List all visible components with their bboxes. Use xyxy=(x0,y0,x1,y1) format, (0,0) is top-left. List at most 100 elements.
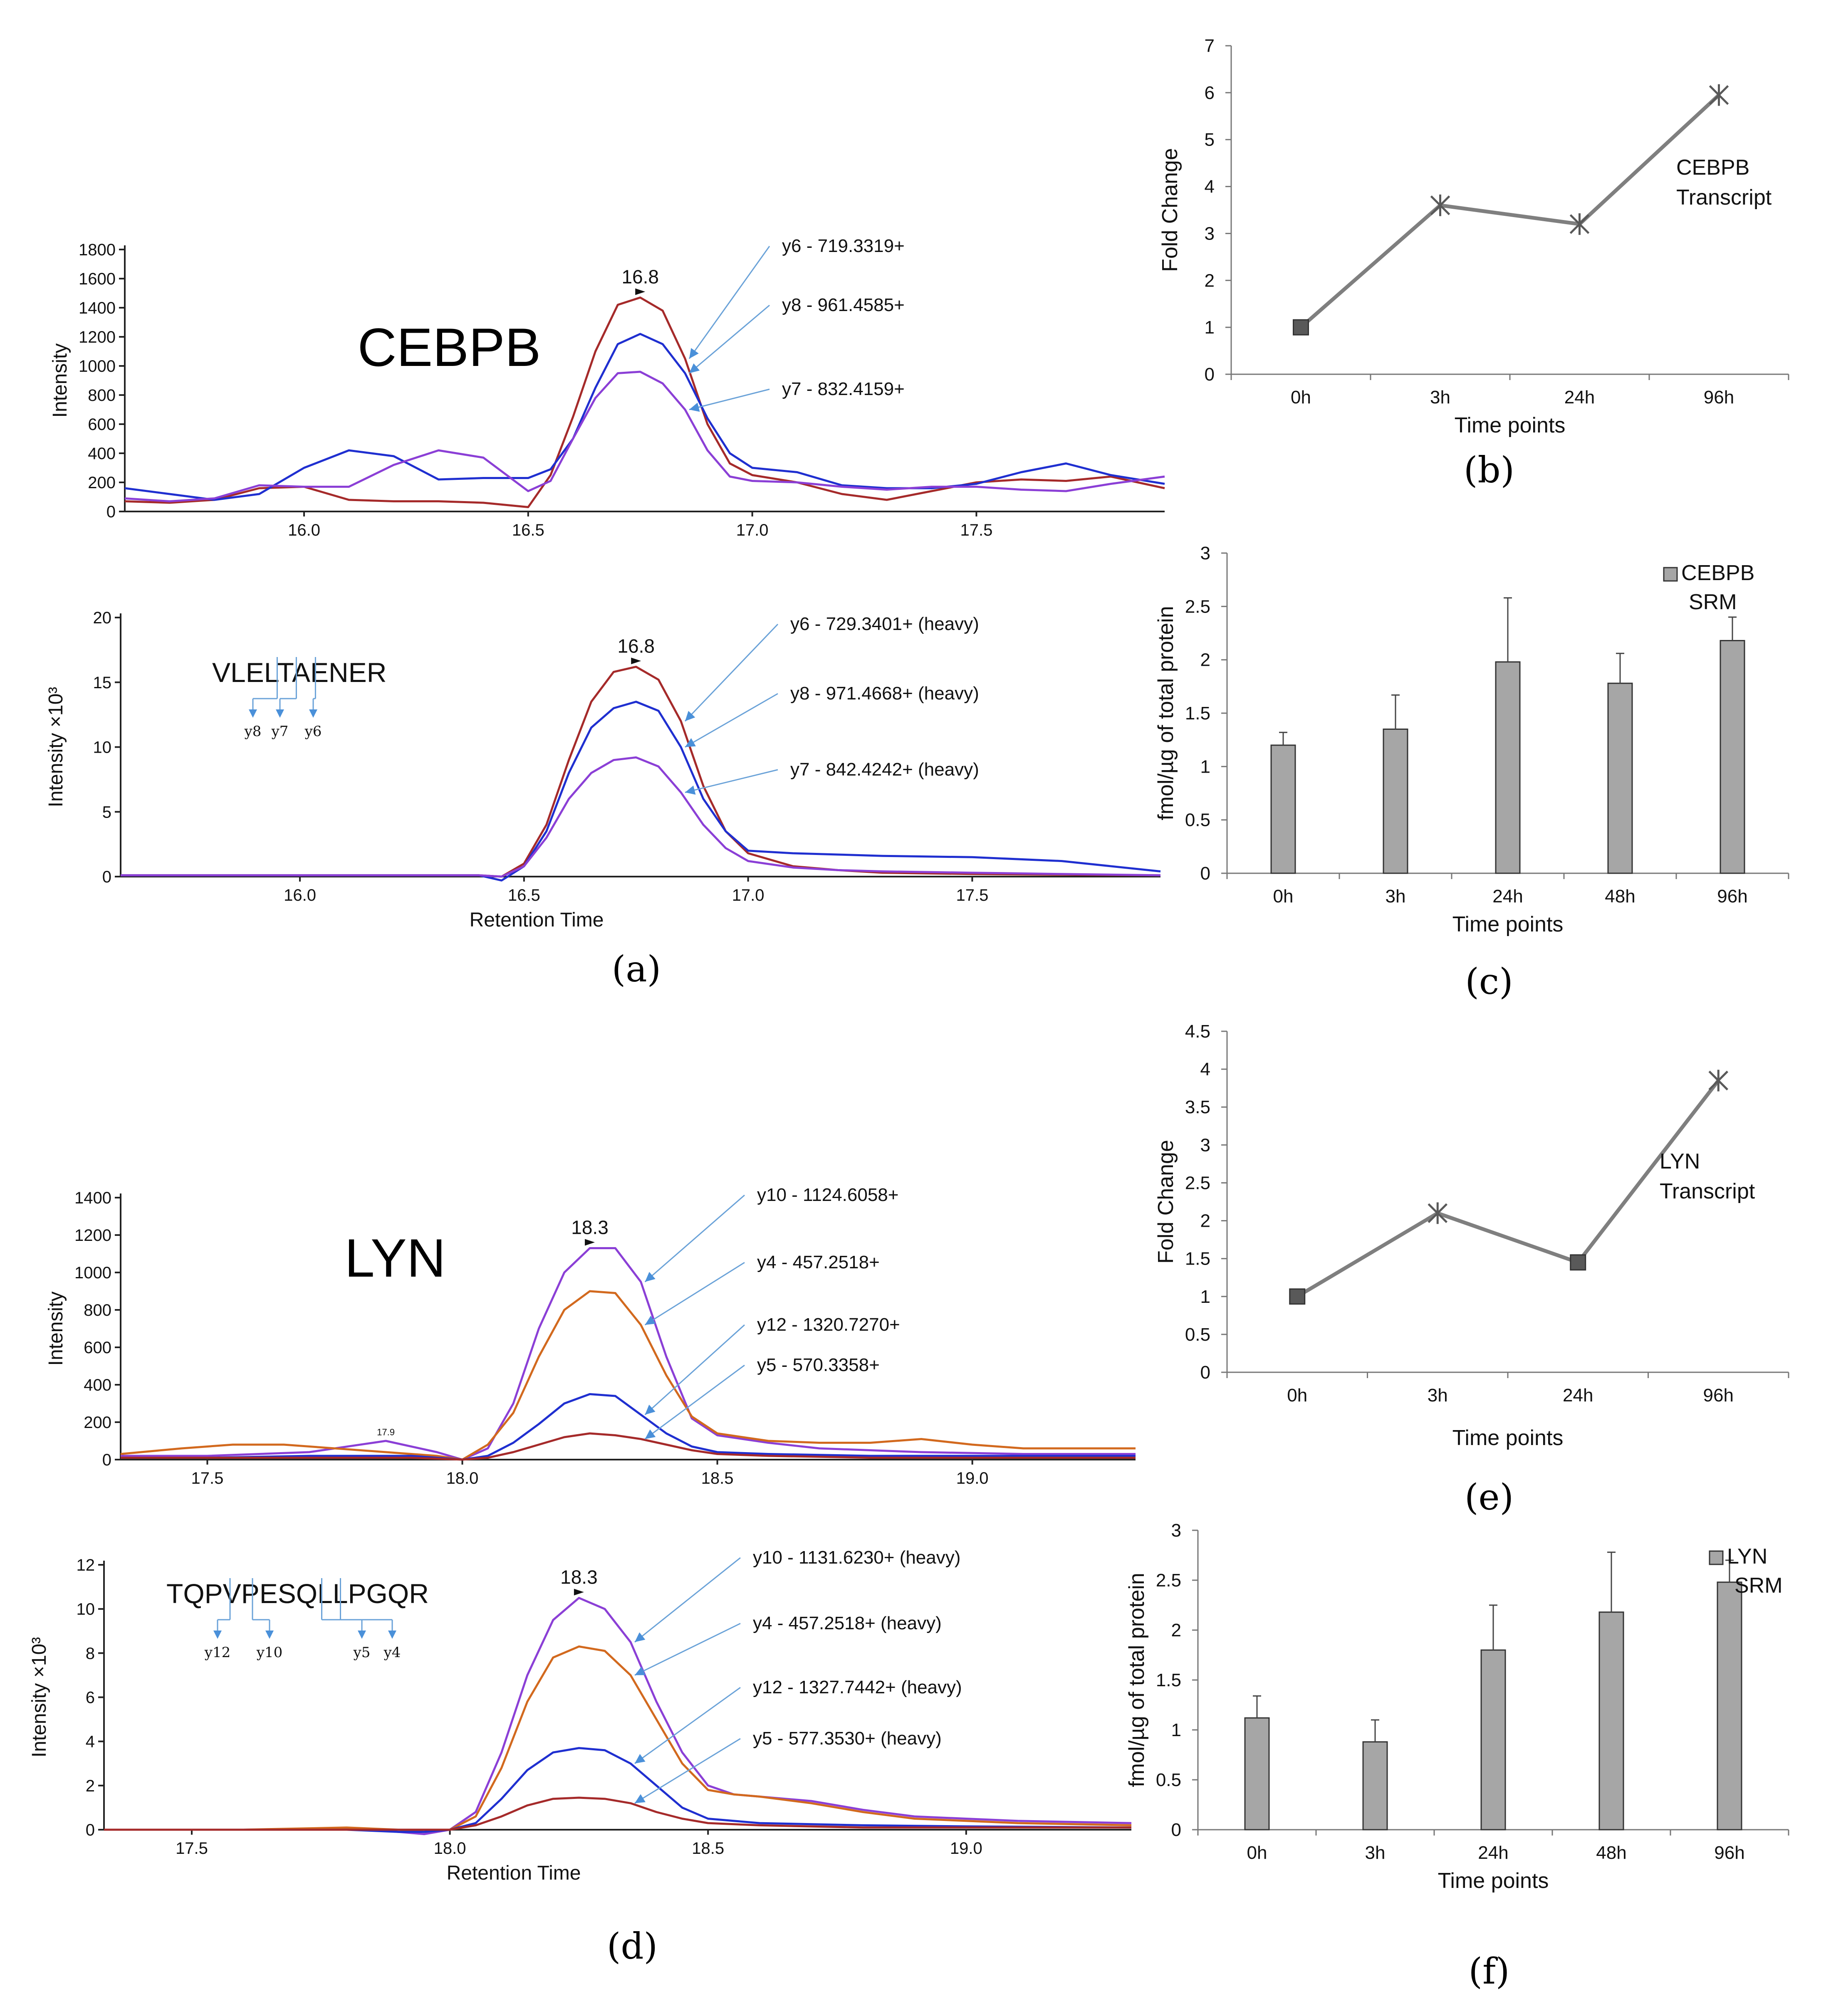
annotation-arrowhead xyxy=(635,1632,646,1642)
y-tick-label: 2 xyxy=(1171,1620,1181,1640)
transition-label: y6 - 719.3319+ xyxy=(782,236,905,256)
x-axis-label: Time points xyxy=(1452,1426,1564,1450)
y-tick-label: 0 xyxy=(1205,364,1215,385)
fragment-arrowhead xyxy=(213,1631,222,1639)
y-tick-label: 1000 xyxy=(79,357,116,376)
y-axis-label: fmol/µg of total protein xyxy=(1154,606,1178,820)
fragment-arrowhead xyxy=(276,709,284,718)
annotation-arrowhead xyxy=(685,785,696,795)
peak-marker xyxy=(585,1239,595,1246)
annotation-arrow xyxy=(644,1324,745,1416)
y-tick-label: 0 xyxy=(86,1821,95,1839)
x-tick-label: 0h xyxy=(1291,387,1311,408)
x-tick-label: 16.5 xyxy=(512,521,544,539)
y-tick-label: 0.5 xyxy=(1185,810,1210,830)
x-tick-label: 96h xyxy=(1703,1385,1734,1406)
x-tick-label: 16.0 xyxy=(284,886,316,904)
y-tick-label: 200 xyxy=(84,1413,111,1432)
x-tick-label: 3h xyxy=(1430,387,1450,408)
bar xyxy=(1270,744,1296,874)
legend-label: LYN xyxy=(1727,1544,1767,1569)
peak-label: 18.3 xyxy=(560,1566,598,1588)
chart-title: CEBPB xyxy=(358,317,541,378)
y-axis-label: Fold Change xyxy=(1158,148,1182,272)
annotation-arrow xyxy=(634,1687,741,1764)
x-tick-label: 3h xyxy=(1365,1843,1386,1863)
y-axis-label: Fold Change xyxy=(1154,1140,1178,1264)
y-axis-label: Intensity ×10³ xyxy=(28,1637,50,1758)
transition-label: y4 - 457.2518+ (heavy) xyxy=(753,1613,942,1633)
bar xyxy=(1480,1649,1506,1831)
data-point xyxy=(1570,1254,1586,1271)
y-tick-label: 5 xyxy=(102,803,111,821)
y-tick-label: 1200 xyxy=(74,1226,111,1245)
y-tick-label: 0 xyxy=(1200,1362,1210,1383)
x-tick-label: 16.5 xyxy=(508,886,540,904)
bar xyxy=(1607,682,1633,874)
y-tick-label: 200 xyxy=(88,474,116,492)
panel-caption: (f) xyxy=(1469,1951,1510,1992)
chart-d-top: 0 200 400 600 800 1000 1200 1400 17.5 18.0 18.5 19.… xyxy=(45,1185,1136,1487)
x-tick-label: 18.5 xyxy=(701,1469,734,1487)
chart-b: 0 1 2 3 4 5 6 7 0h 3h 24h 96h Fold Change Time points… xyxy=(1158,36,1789,491)
x-tick-label: 17.0 xyxy=(736,521,769,539)
data-point xyxy=(1428,1202,1448,1224)
series-line-1 xyxy=(104,1597,1132,1836)
annotation-arrow xyxy=(634,1623,741,1676)
y-tick-label: 3 xyxy=(1200,1135,1210,1155)
annotation-arrow xyxy=(685,693,778,748)
data-point xyxy=(1289,1288,1306,1305)
annotation-arrowhead xyxy=(635,1754,646,1764)
data-point xyxy=(1708,1070,1729,1092)
y-tick-label: 1600 xyxy=(79,270,116,288)
panel-caption: (e) xyxy=(1465,1477,1514,1518)
fragment-arrowhead xyxy=(309,709,317,718)
chart-d-bottom: 0 2 4 6 8 10 12 17.5 18.0 18.5 19.0 Intensity ×10³ R… xyxy=(28,1547,1132,1967)
panel-caption: (c) xyxy=(1465,961,1513,1003)
y-tick-label: 4 xyxy=(1200,1059,1210,1080)
chart-f: 0 0.5 1 1.5 2 2.5 3 0h 3h 24h 48h 96h fmol/µg of tot… xyxy=(1125,1520,1789,1992)
data-point xyxy=(1293,319,1309,336)
data-point xyxy=(1569,213,1590,235)
series-line-2 xyxy=(124,333,1165,501)
annotation-arrowhead xyxy=(689,403,700,412)
bar xyxy=(1717,1581,1742,1831)
x-tick-label: 24h xyxy=(1564,387,1595,408)
legend-label-sub: SRM xyxy=(1734,1574,1783,1598)
x-tick-label: 17.5 xyxy=(960,521,992,539)
y-tick-label: 1 xyxy=(1200,1287,1210,1307)
legend-label-sub: SRM xyxy=(1689,590,1737,614)
chart-e: 0 0.5 1 1.5 2 2.5 3 3.5 4 4.5 0h 3h 24h 96h Fold Chang… xyxy=(1154,1021,1789,1518)
trend-line xyxy=(1296,1079,1720,1298)
x-tick-label: 16.0 xyxy=(288,521,320,539)
y-tick-label: 12 xyxy=(77,1556,95,1574)
y-tick-label: 3.5 xyxy=(1185,1097,1210,1117)
fragment-label: y5 xyxy=(353,1644,371,1661)
y-tick-label: 3 xyxy=(1200,543,1210,563)
x-tick-label: 0h xyxy=(1247,1843,1267,1863)
y-axis-label: Intensity ×10³ xyxy=(45,687,67,808)
peak-label: 16.8 xyxy=(617,635,655,657)
x-axis-label: Retention Time xyxy=(447,1862,581,1884)
y-tick-label: 400 xyxy=(84,1376,111,1394)
series-line-3 xyxy=(121,1393,1136,1461)
y-tick-label: 10 xyxy=(77,1600,95,1618)
y-tick-label: 0.5 xyxy=(1185,1324,1210,1345)
annotation-arrowhead xyxy=(689,363,700,373)
annotation-arrowhead xyxy=(685,711,695,721)
chart-title: LYN xyxy=(344,1228,445,1288)
x-tick-label: 96h xyxy=(1704,387,1734,408)
y-tick-label: 6 xyxy=(1205,83,1215,103)
x-tick-label: 24h xyxy=(1492,886,1523,907)
y-tick-label: 4.5 xyxy=(1185,1021,1210,1042)
annotation-arrowhead xyxy=(685,738,696,747)
transition-label: y12 - 1327.7442+ (heavy) xyxy=(753,1677,962,1697)
x-tick-label: 19.0 xyxy=(956,1469,989,1487)
chart-a-top: 0 200 400 600 800 1000 1200 1400 1600 1800 16.0 16.… xyxy=(49,236,1165,539)
peptide-sequence: VLELTAENER xyxy=(212,657,386,688)
y-tick-label: 1 xyxy=(1205,317,1215,338)
data-point xyxy=(1430,194,1450,216)
transition-label: y5 - 570.3358+ xyxy=(757,1355,880,1375)
fragment-label: y12 xyxy=(204,1644,230,1661)
